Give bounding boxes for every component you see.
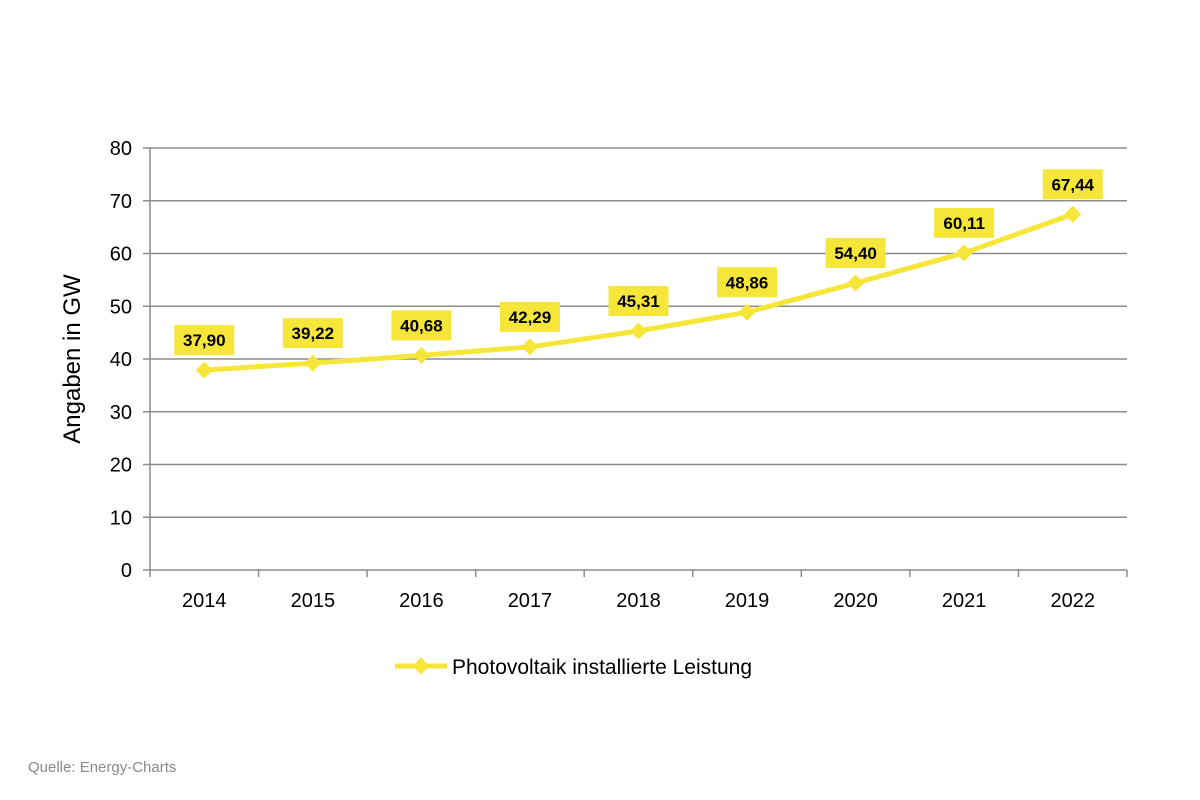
x-tick-label: 2017 bbox=[508, 590, 553, 612]
data-label: 39,22 bbox=[292, 324, 335, 343]
y-tick-label: 30 bbox=[110, 402, 132, 424]
data-label-box bbox=[717, 267, 778, 298]
data-label: 48,86 bbox=[726, 273, 769, 292]
data-label: 40,68 bbox=[400, 316, 443, 335]
x-tick-labels: 2014 2015 2016 2017 2018 2019 2020 2021 2022 bbox=[182, 590, 1095, 612]
x-tick-label: 2018 bbox=[616, 590, 661, 612]
y-tick-label: 20 bbox=[110, 455, 132, 477]
y-tick-label: 60 bbox=[110, 244, 132, 266]
legend: Photovoltaik installierte Leistung bbox=[395, 656, 752, 679]
source-note: Quelle: Energy-Charts bbox=[28, 759, 177, 776]
data-point-marker bbox=[738, 303, 756, 321]
data-point-marker bbox=[521, 338, 539, 356]
x-tick-label: 2021 bbox=[942, 590, 987, 612]
y-tick-label: 40 bbox=[110, 349, 132, 371]
gridlines bbox=[143, 147, 1128, 577]
data-label-box bbox=[825, 238, 886, 269]
axes bbox=[149, 148, 1127, 571]
data-label-box bbox=[282, 318, 343, 349]
data-label: 45,31 bbox=[617, 292, 660, 311]
data-label-box bbox=[934, 207, 995, 238]
x-tick-label: 2022 bbox=[1050, 590, 1095, 612]
y-tick-labels: 0 10 20 30 40 50 60 70 80 bbox=[110, 138, 132, 582]
y-axis-title: Angaben in GW bbox=[59, 274, 86, 444]
y-tick-label: 70 bbox=[110, 191, 132, 213]
data-point-marker bbox=[304, 354, 322, 372]
data-point-marker bbox=[1064, 205, 1082, 223]
data-labels: 37,90 39,22 40,68 42,29 45,31 48,86 54,40 60,11… bbox=[174, 169, 1103, 356]
data-point-marker bbox=[195, 361, 213, 379]
data-point-marker bbox=[847, 274, 865, 292]
x-tick-label: 2019 bbox=[725, 590, 770, 612]
data-label: 37,90 bbox=[183, 331, 226, 350]
data-label-box bbox=[391, 310, 452, 341]
data-label-box bbox=[174, 325, 235, 356]
data-label: 42,29 bbox=[509, 308, 552, 327]
y-tick-label: 0 bbox=[121, 560, 132, 582]
x-tick-label: 2014 bbox=[182, 590, 227, 612]
data-point-marker bbox=[412, 346, 430, 364]
data-label-box bbox=[608, 285, 669, 316]
series-photovoltaik bbox=[195, 205, 1082, 379]
y-tick-label: 10 bbox=[110, 507, 132, 529]
legend-series-marker bbox=[412, 657, 430, 675]
y-tick-label: 80 bbox=[110, 138, 132, 160]
data-label: 54,40 bbox=[834, 244, 877, 263]
data-label: 60,11 bbox=[943, 214, 985, 233]
y-tick-label: 50 bbox=[110, 296, 132, 318]
x-tick-label: 2020 bbox=[833, 590, 878, 612]
data-label: 67,44 bbox=[1051, 175, 1094, 194]
x-tick-label: 2016 bbox=[399, 590, 444, 612]
data-point-marker bbox=[630, 322, 647, 340]
data-label-box bbox=[1042, 169, 1103, 200]
legend-series-label: Photovoltaik installierte Leistung bbox=[452, 656, 752, 679]
x-tick-label: 2015 bbox=[291, 590, 336, 612]
data-point-marker bbox=[955, 244, 973, 262]
data-label-box bbox=[499, 301, 560, 332]
